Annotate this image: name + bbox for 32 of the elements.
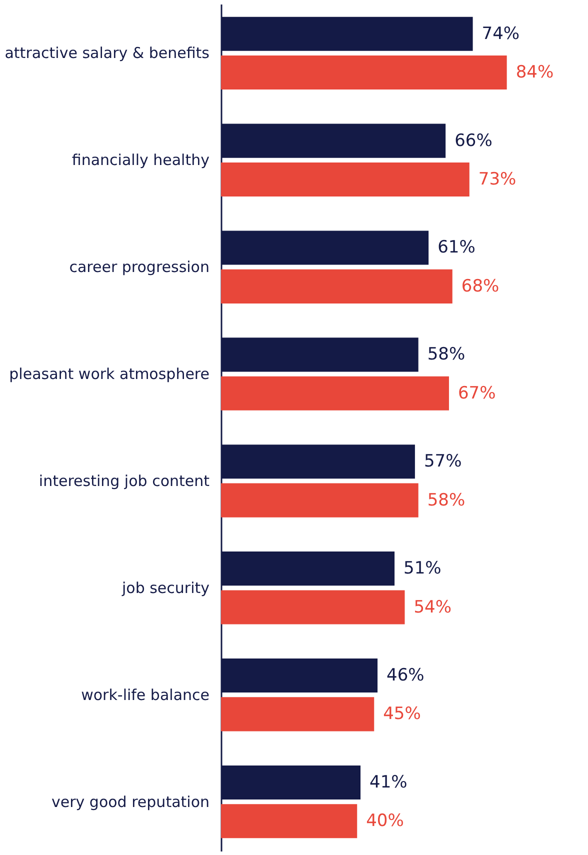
data-label: 58% <box>427 344 466 365</box>
bar <box>221 590 405 624</box>
bar <box>221 483 418 518</box>
bar <box>221 269 452 304</box>
data-label: 45% <box>383 704 421 724</box>
bar <box>221 56 507 90</box>
data-label: 54% <box>414 597 452 618</box>
data-label: 68% <box>461 276 500 296</box>
data-label: 66% <box>454 130 492 151</box>
y-tick-label: pleasant work atmosphere <box>9 365 210 384</box>
data-label: 67% <box>458 383 496 404</box>
data-label: 58% <box>427 490 466 510</box>
data-label: 84% <box>516 62 554 83</box>
y-tick-label: work-life balance <box>81 686 210 704</box>
y-tick-label: very good reputation <box>52 792 210 811</box>
data-label: 61% <box>438 238 476 258</box>
bar <box>221 804 358 838</box>
data-label: 74% <box>482 24 520 44</box>
data-label: 73% <box>478 169 516 190</box>
data-label: 46% <box>386 666 424 686</box>
bar <box>221 162 470 196</box>
data-label: 41% <box>370 772 408 792</box>
data-label: 51% <box>404 558 442 579</box>
y-tick-label: financially healthy <box>72 151 210 170</box>
y-tick-label: interesting job content <box>38 472 210 490</box>
bar <box>221 697 374 732</box>
data-label: 40% <box>366 811 404 832</box>
y-tick-label: career progression <box>69 258 210 276</box>
y-tick-label: job security <box>120 578 210 597</box>
bar <box>221 376 449 410</box>
data-label: 57% <box>424 452 462 472</box>
y-tick-label: attractive salary & benefits <box>4 44 210 62</box>
